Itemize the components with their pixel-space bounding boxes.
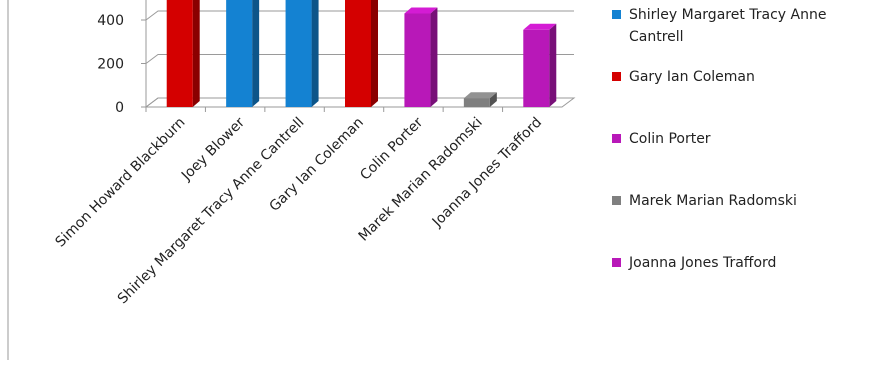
- bar: [166, 0, 193, 107]
- legend-swatch: [612, 258, 621, 267]
- legend-item: Marek Marian Radomski: [612, 190, 882, 212]
- bar-top: [463, 92, 497, 99]
- bar: [523, 29, 550, 108]
- bar-top: [523, 23, 557, 30]
- bar-side: [371, 0, 378, 107]
- legend-label: Colin Porter: [629, 131, 711, 147]
- legend-label: Shirley Margaret Tracy Anne Cantrell: [629, 7, 827, 45]
- bar: [285, 0, 312, 107]
- legend-item: Shirley Margaret Tracy Anne Cantrell: [612, 4, 882, 48]
- legend-item: Gary Ian Coleman: [612, 66, 882, 88]
- bar: [345, 0, 371, 107]
- bar-side: [430, 7, 438, 108]
- legend-label: Marek Marian Radomski: [629, 193, 797, 209]
- bar-side: [489, 92, 497, 107]
- legend-label: Joanna Jones Trafford: [629, 255, 777, 271]
- legend-label: Gary Ian Coleman: [629, 69, 755, 85]
- bar-side: [549, 23, 557, 108]
- bar-top: [404, 7, 438, 14]
- legend-item: Colin Porter: [612, 128, 882, 150]
- x-tick-label: Joanna Jones Trafford: [429, 115, 545, 231]
- y-tick-label: 0: [115, 100, 124, 116]
- legend-swatch: [612, 196, 621, 205]
- bar-side: [311, 0, 319, 107]
- bar-side: [252, 0, 260, 107]
- legend-swatch: [612, 134, 621, 143]
- x-tick-label: Marek Marian Radomski: [356, 115, 486, 245]
- y-tick-label: 200: [97, 57, 124, 73]
- legend-swatch: [612, 72, 621, 81]
- bar: [463, 98, 490, 107]
- legend-swatch: [612, 10, 621, 19]
- y-tick-label: 400: [97, 13, 124, 29]
- legend-item: Joanna Jones Trafford: [612, 252, 882, 274]
- bar-side: [192, 0, 200, 107]
- x-tick-label: Simon Howard Blackburn: [53, 115, 189, 251]
- bar: [226, 0, 253, 107]
- bar: [404, 13, 431, 108]
